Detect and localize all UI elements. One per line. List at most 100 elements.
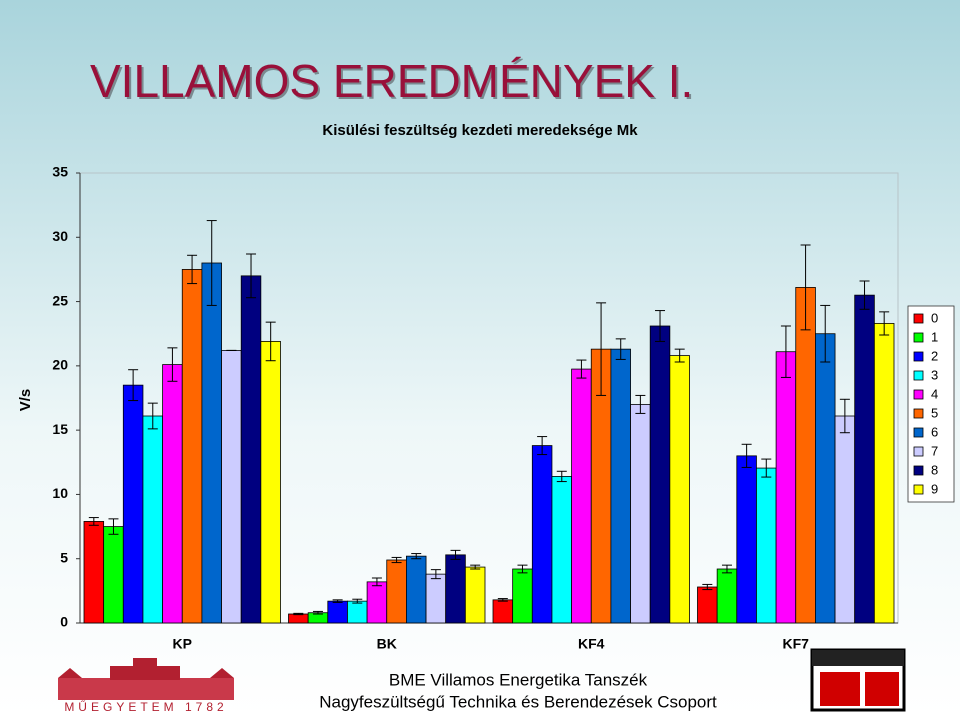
y-tick-label: 5 [60,549,68,565]
error-bar [371,577,382,587]
bar [775,351,797,624]
error-bar [674,348,685,363]
bar [873,323,895,624]
bar [260,341,281,624]
bar [221,350,242,624]
error-bar [721,564,732,574]
bar [736,455,757,624]
bar [756,467,777,624]
legend-swatch [913,389,924,400]
slide-title-shadow: VILLAMOS EREDMÉNYEK I. [92,57,695,109]
error-bar [761,458,772,478]
error-bar [470,564,481,570]
error-bar [450,549,461,560]
footer-line2: Nagyfeszültségű Technika és Berendezések… [319,692,717,711]
bar [162,364,183,624]
error-bar [497,598,508,602]
error-bar [820,304,831,363]
left-logo: MŰEGYETEM 1782 [58,658,234,714]
error-bar [246,253,257,299]
bar [610,348,631,624]
error-bar [800,244,811,331]
x-tick-label: KP [173,636,192,652]
error-bar [88,517,99,526]
bar [425,573,447,624]
error-bar [780,325,791,378]
error-bar [206,220,217,306]
bar [386,559,407,624]
error-bar [352,598,363,604]
bar [716,568,738,624]
bar [103,526,124,624]
legend-label: 2 [931,348,938,363]
y-tick-label: 30 [52,228,68,244]
right-logo [810,648,906,712]
error-bar [741,443,752,468]
bar [201,262,222,624]
legend-swatch [913,313,924,324]
error-bar [128,369,139,402]
legend-label: 0 [931,310,938,325]
error-bar [839,398,850,434]
error-bar [537,436,548,456]
error-bar [655,310,666,342]
x-tick-label: KF7 [783,636,810,652]
bar [795,287,816,624]
legend-label: 4 [931,386,938,401]
y-tick-label: 0 [60,614,68,630]
bar [347,600,368,624]
footer-line1: BME Villamos Energetika Tanszék [389,670,648,689]
y-axis-label: V/s [17,389,34,412]
legend-label: 9 [931,481,938,496]
error-bar [576,359,587,379]
plot: 0 5 10 15 20 25 30 35 KP BK KF4 KF7 0 1 2 3 4 5 6 7 8 9 [52,164,955,652]
legend-swatch [913,351,924,362]
error-bar [332,599,343,603]
error-bar [517,564,528,574]
legend-swatch [913,484,924,495]
error-bar [108,518,119,535]
y-tick-label: 35 [52,164,68,180]
bar [288,613,309,624]
bar [405,555,427,624]
chart-title: Kisülési feszültség kezdeti meredeksége … [322,122,638,139]
y-tick-label: 15 [52,421,68,437]
x-tick-label: BK [377,636,397,652]
bar [464,566,486,624]
slide-title: VILLAMOS EREDMÉNYEK I. [90,55,693,107]
legend-label: 1 [931,329,938,344]
legend-label: 3 [931,367,938,382]
bar [240,275,262,624]
error-bar [411,553,422,560]
legend-swatch [913,465,924,476]
legend-label: 5 [931,405,938,420]
bar [551,476,573,624]
x-tick-label: KF4 [578,636,605,652]
bar [366,581,388,624]
error-bar [187,254,198,285]
error-bar [879,311,890,336]
bar [571,368,592,624]
bar [492,599,514,624]
bar [649,325,671,624]
legend-swatch [913,332,924,343]
bar [697,586,718,624]
error-bar [859,280,870,310]
legend-swatch [913,446,924,457]
y-tick-label: 25 [52,292,68,308]
bar [834,415,856,624]
legend-label: 7 [931,443,938,458]
error-bar [147,402,158,430]
logo-text: MŰEGYETEM 1782 [64,699,227,714]
legend-swatch [913,370,924,381]
error-bar [702,583,713,591]
error-bar [265,321,276,362]
error-bar [635,394,646,414]
legend-swatch [913,427,924,438]
legend-swatch [913,408,924,419]
bar [83,521,105,624]
error-bar [556,470,567,483]
legend-label: 8 [931,462,938,477]
y-tick-label: 20 [52,357,68,373]
